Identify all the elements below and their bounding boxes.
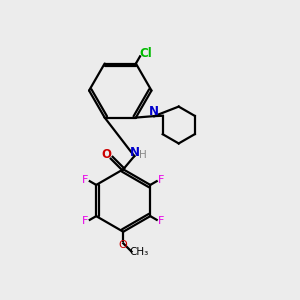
Text: O: O: [101, 148, 111, 161]
Text: F: F: [82, 176, 88, 185]
Text: N: N: [130, 146, 140, 159]
Text: F: F: [82, 216, 88, 226]
Text: F: F: [158, 216, 164, 226]
Text: Cl: Cl: [139, 47, 152, 60]
Text: O: O: [119, 240, 128, 250]
Text: F: F: [158, 176, 164, 185]
Text: N: N: [149, 105, 159, 119]
Text: CH₃: CH₃: [129, 247, 148, 257]
Text: H: H: [139, 150, 146, 160]
